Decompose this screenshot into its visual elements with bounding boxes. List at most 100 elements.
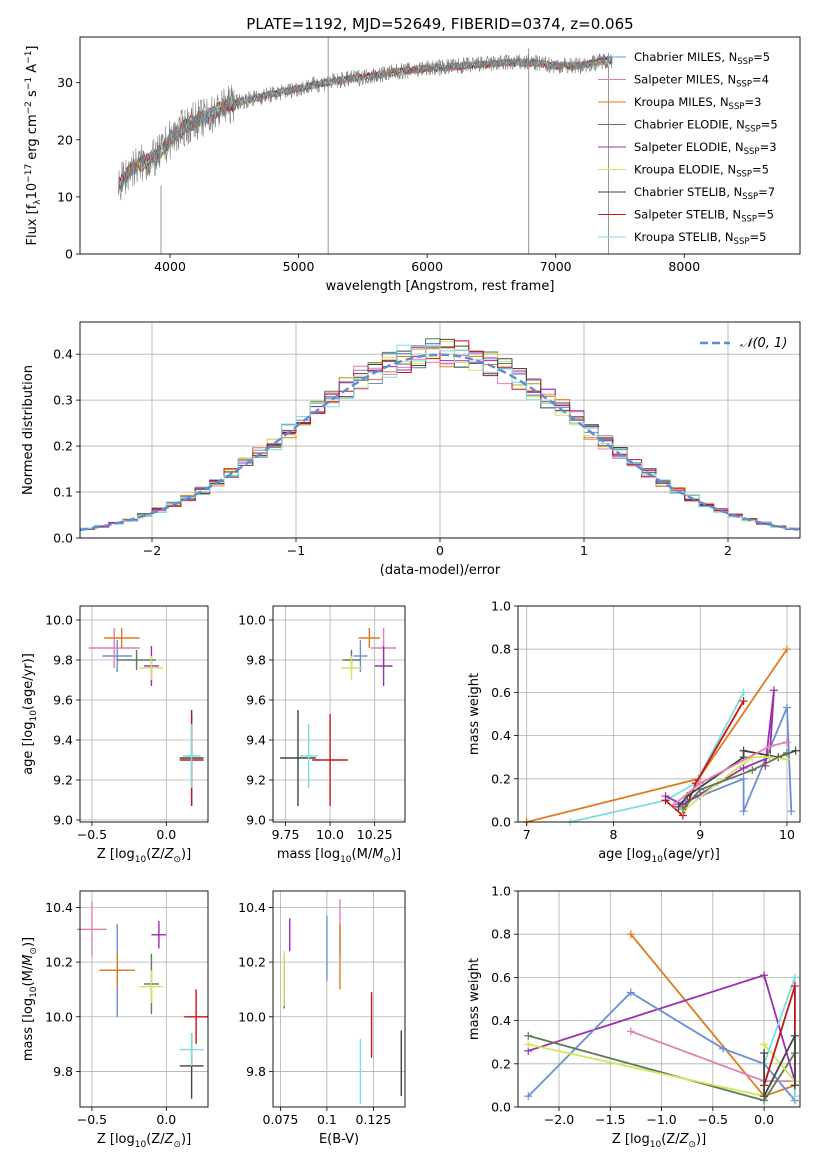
- age-vs-Z-frame: [79, 605, 209, 823]
- weight-vs-age-xtick-label: 8: [609, 827, 617, 842]
- age-vs-Z-ytick-label: 9.0: [53, 813, 73, 828]
- legend-label-part: SSP: [729, 102, 745, 112]
- label-part: 10: [25, 183, 40, 200]
- label-part: Z [: [97, 1132, 115, 1147]
- mass-vs-ebv-xtick-label: 0.125: [355, 1112, 391, 1127]
- label-part: (M/: [352, 847, 373, 862]
- weight-line-chabrier-stelib: [763, 1035, 796, 1097]
- legend-label-part: SSP: [737, 57, 753, 67]
- mass-vs-ebv-panel: 0.075 0.1 0.125 9.8 10.0 10.2 10.4 E(B-V): [238, 890, 406, 1147]
- mass-vs-Z-ytick-label: 10.2: [45, 955, 73, 970]
- residuals-axes: −2 −1 0 1 2 0.0 0.1 0.2 0.3 0.4 (data-model)/error…: [21, 321, 801, 578]
- residuals-ylabel: Normed distribution: [21, 365, 36, 495]
- legend-label-part: SSP: [744, 147, 760, 157]
- legend-label-part: =5: [761, 118, 778, 132]
- label-part: 10: [340, 855, 352, 865]
- mass-vs-ebv-xtick-label: 0.1: [317, 1112, 337, 1127]
- spectrum-ytick-label: 10: [57, 189, 73, 204]
- label-part: (data-model)/error: [380, 563, 501, 578]
- weight-marker: [524, 1092, 533, 1101]
- weight-vs-age-ytick-label: 0.4: [491, 728, 511, 743]
- label-part: cm: [25, 114, 40, 134]
- label-part: log: [630, 1132, 650, 1147]
- age-vs-Z-xtick-label: 0.0: [156, 827, 176, 842]
- age-vs-Z-panel: −0.5 0.09.09.29.49.69.810.0Z [log10(Z/Z⊙)…: [21, 605, 209, 865]
- label-part: Z: [164, 1132, 175, 1147]
- weight-marker: [748, 766, 757, 775]
- legend-label: Salpeter MILES, NSSP=4: [634, 73, 769, 90]
- weight-marker: [790, 1081, 799, 1090]
- weight-marker: [787, 807, 796, 816]
- age-vs-mass-grid: [273, 606, 405, 822]
- weight-marker: [760, 1049, 769, 1057]
- weight-vs-Z-xtick-label: −2.0: [544, 1112, 574, 1127]
- histogram-salpeter-stelib: [80, 340, 800, 530]
- label-part: (M/: [21, 965, 36, 986]
- label-part: (Z/: [146, 847, 165, 862]
- weight-marker: [739, 774, 748, 783]
- spectrum-xtick-label: 5000: [283, 259, 315, 274]
- label-part: Z [: [97, 847, 115, 862]
- mass-vs-Z-frame: [79, 890, 209, 1108]
- age-vs-Z-xtick-label: −0.5: [77, 827, 107, 842]
- legend-label-part: Chabrier ELODIE, N: [634, 118, 745, 132]
- spectrum-ylabel: Flux [fλ10−17 erg cm−2 s−1 A−1]: [24, 45, 43, 245]
- label-part: 10: [29, 986, 39, 998]
- age-vs-Z-grid: [80, 606, 208, 822]
- legend-label-part: =4: [752, 73, 769, 87]
- label-part: ⊙: [688, 1140, 696, 1150]
- mass-vs-ebv-frame: [272, 890, 406, 1108]
- weight-marker: [739, 746, 748, 755]
- legend-label-part: =7: [758, 185, 775, 199]
- age-vs-Z-xlabel: Z [log10(Z/Z⊙)]: [97, 847, 191, 865]
- mass-vs-Z-grid: [80, 891, 208, 1107]
- age-vs-mass-ytick-label: 9.4: [246, 733, 266, 748]
- errorbar-point: [182, 724, 201, 788]
- residuals-xtick-label: −1: [287, 543, 305, 558]
- label-part: A: [25, 64, 40, 73]
- label-part: ]: [25, 45, 40, 50]
- weight-marker: [765, 753, 774, 762]
- errorbar-point: [358, 628, 381, 648]
- label-part: ⊙: [173, 855, 181, 865]
- weight-vs-age-ytick-label: 0.6: [491, 685, 511, 700]
- legend-label-part: SSP: [736, 170, 752, 180]
- weight-vs-age-ylabel: mass weight: [467, 673, 482, 755]
- errorbar-point: [102, 640, 133, 672]
- errorbar-point: [184, 989, 208, 1045]
- residuals-marks: 𝒩(0, 1): [79, 336, 801, 532]
- label-part: Flux [: [25, 209, 40, 245]
- age-vs-Z-ytick-label: 10.0: [45, 613, 73, 628]
- label-part: )]: [696, 1132, 706, 1147]
- legend-label: Chabrier ELODIE, NSSP=5: [634, 118, 778, 135]
- errorbar-point: [139, 656, 164, 680]
- errorbar-point: [312, 714, 348, 806]
- age-vs-mass-ytick-label: 9.6: [246, 693, 266, 708]
- mass-vs-Z-ytick-label: 10.4: [45, 900, 73, 915]
- age-vs-Z-ytick-label: 9.6: [53, 693, 73, 708]
- label-part: 10: [135, 1140, 147, 1150]
- errorbar-point: [103, 628, 140, 648]
- legend-label-part: SSP: [736, 80, 752, 90]
- residuals-ytick-label: 0.0: [53, 531, 73, 546]
- weight-vs-Z-ytick-label: 0.0: [491, 1100, 511, 1115]
- legend-label-part: Chabrier STELIB, N: [634, 185, 742, 199]
- residuals-xtick-label: 1: [580, 543, 588, 558]
- weight-line-salpeter-miles: [673, 741, 788, 806]
- mass-vs-Z-ytick-label: 9.8: [53, 1064, 73, 1079]
- weight-line-salpeter-stelib: [763, 985, 796, 1086]
- legend-label-part: Salpeter ELODIE, N: [634, 140, 744, 154]
- label-part: Z: [164, 847, 175, 862]
- label-part: )]: [21, 937, 36, 947]
- spectrum-xlabel: wavelength [Angstrom, rest frame]: [326, 279, 555, 294]
- weight-marker: [524, 1031, 533, 1040]
- weight-vs-age-xtick-label: 9: [696, 827, 704, 842]
- mass-vs-Z-xlabel: Z [log10(Z/Z⊙)]: [97, 1132, 191, 1150]
- label-part: E(B-V): [319, 1132, 359, 1147]
- label-part: mass weight: [467, 673, 482, 755]
- weight-vs-Z-ytick-label: 0.8: [491, 927, 511, 942]
